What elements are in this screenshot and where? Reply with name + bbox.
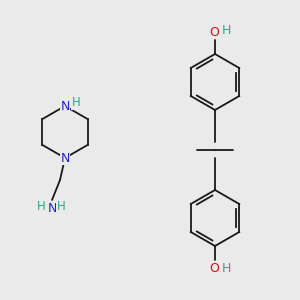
Text: N: N <box>60 152 70 164</box>
Text: O: O <box>209 26 219 38</box>
Text: H: H <box>57 200 65 214</box>
Text: N: N <box>47 202 57 215</box>
Text: O: O <box>209 262 219 275</box>
Text: H: H <box>222 262 231 275</box>
Text: N: N <box>60 100 70 112</box>
Text: H: H <box>37 200 45 214</box>
Text: H: H <box>222 25 231 38</box>
Text: H: H <box>72 97 81 110</box>
